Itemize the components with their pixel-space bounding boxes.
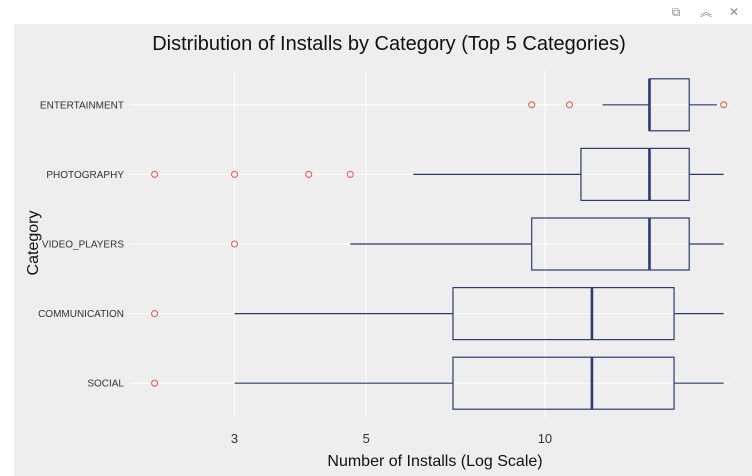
box-iqr [452, 287, 675, 341]
category-label: VIDEO_PLAYERS [42, 240, 124, 251]
x-tick-label: 3 [231, 431, 238, 446]
outlier-point [305, 170, 313, 178]
box-iqr [452, 356, 675, 410]
window-toolbar: ⧉ ︽ ✕ [0, 0, 752, 24]
labels-layer: 3 5 10 ENTERTAINMENT PHOTOGRAPHY VIDEO_PLAYER… [38, 100, 552, 446]
chart-title: Distribution of Installs by Category (To… [152, 33, 626, 55]
box-iqr [531, 217, 690, 271]
outlier-point [151, 379, 159, 387]
x-tick-label: 5 [363, 431, 370, 446]
outlier-point [230, 170, 239, 178]
outlier-point [151, 310, 159, 318]
box-iqr [580, 147, 690, 201]
marks-layer [151, 78, 728, 410]
category-label: PHOTOGRAPHY [46, 170, 124, 181]
outlier-point [565, 101, 574, 109]
outlier-point [346, 170, 354, 178]
outlier-point [528, 101, 536, 109]
category-label: COMMUNICATION [38, 309, 124, 320]
x-axis-title: Number of Installs (Log Scale) [327, 453, 542, 470]
y-axis-title: Category [25, 211, 42, 276]
close-icon[interactable]: ✕ [728, 5, 740, 19]
outlier-point [230, 240, 239, 248]
outlier-point [151, 170, 159, 178]
category-label: ENTERTAINMENT [40, 100, 124, 111]
chart-panel [14, 24, 752, 476]
collapse-icon[interactable]: ︽ [699, 5, 712, 19]
x-tick-label: 10 [538, 431, 552, 446]
copy-icon[interactable]: ⧉ [671, 5, 681, 19]
outlier-point [720, 101, 728, 109]
category-label: SOCIAL [87, 379, 124, 390]
